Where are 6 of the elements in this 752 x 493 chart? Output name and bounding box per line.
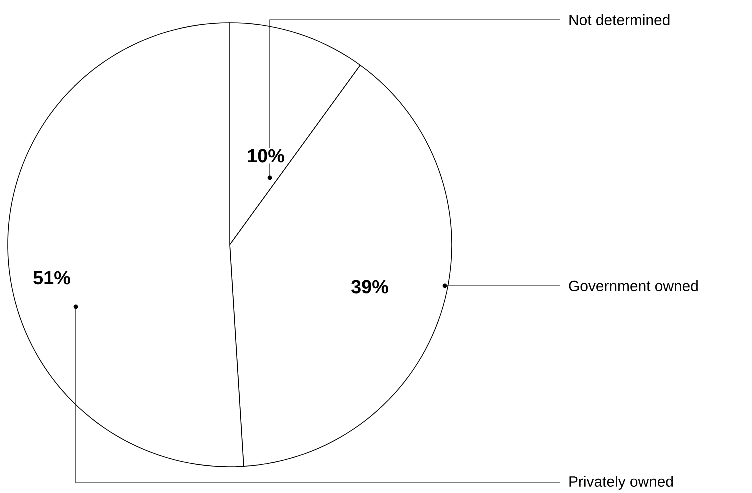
slice-label: Privately owned bbox=[570, 476, 674, 490]
data-label: 39% bbox=[352, 280, 388, 294]
data-label: 10% bbox=[248, 149, 284, 163]
slice-label: Not determined bbox=[570, 14, 670, 26]
data-label: 51% bbox=[34, 271, 70, 285]
slice-label: Government owned bbox=[569, 280, 698, 292]
